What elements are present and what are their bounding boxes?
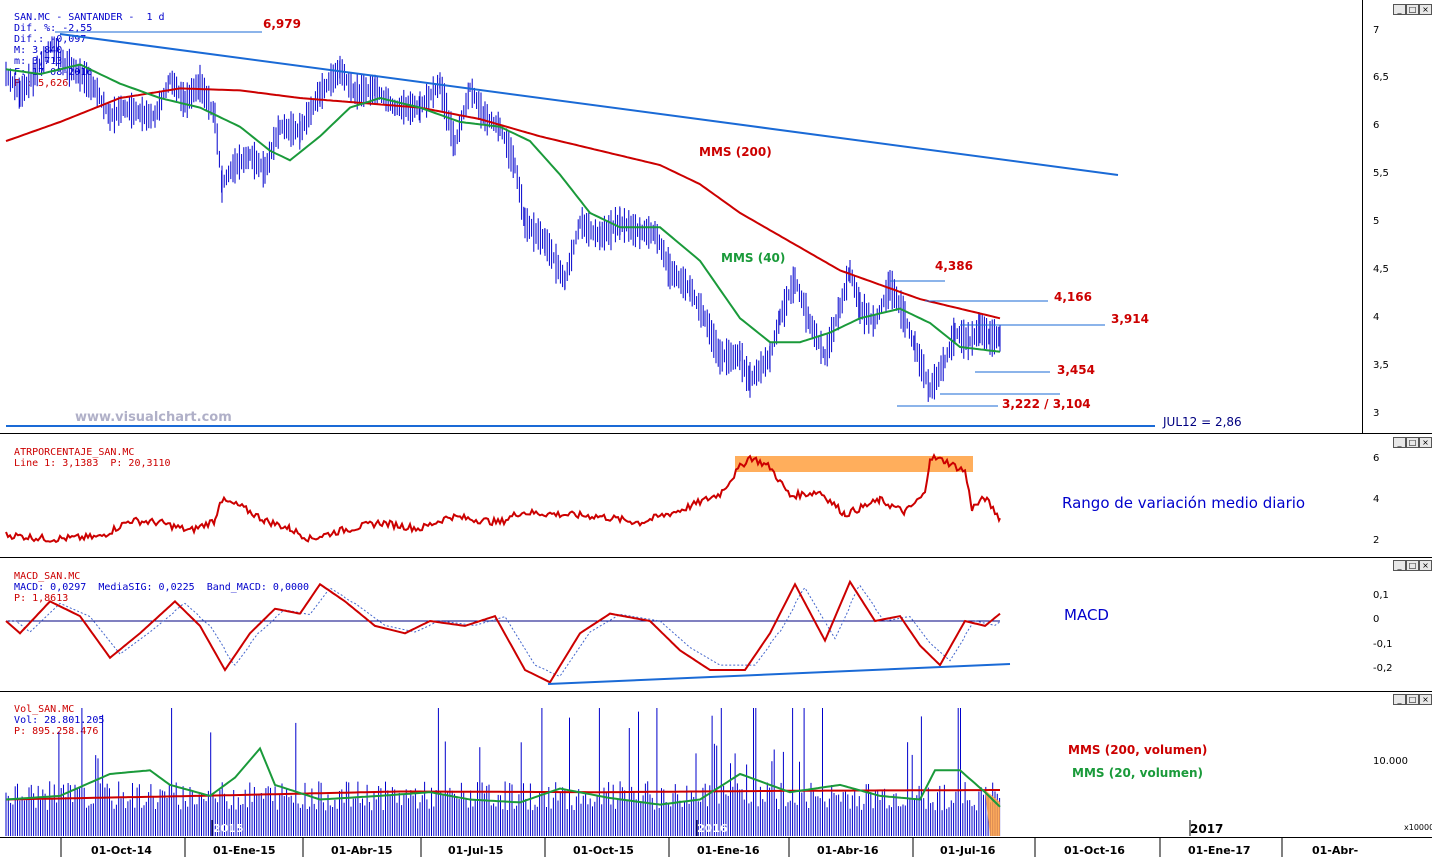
- x-label-oct16: 01-Oct-16: [1064, 844, 1125, 857]
- vol-header-p: P: 895.258.476: [14, 726, 99, 737]
- macd-y-tick-0-1: 0,1: [1373, 590, 1389, 601]
- atr-header-vals: Line 1: 3,1383 P: 20,3110: [14, 458, 171, 469]
- vol-mms20-label: MMS (20, volumen): [1072, 766, 1204, 780]
- divider-atr-macd: [0, 557, 1432, 558]
- price-y-tick-7: 7: [1373, 25, 1380, 36]
- macd-label: MACD: [1064, 606, 1109, 624]
- price-symbol: SAN.MC - SANTANDER - 1 d: [14, 12, 165, 23]
- price-y-tick-4-5: 4,5: [1373, 264, 1389, 275]
- x-label-abr17: 01-Abr-: [1312, 844, 1359, 857]
- mms40-label: MMS (40): [721, 251, 786, 265]
- volume-highlight: [985, 790, 1000, 836]
- price-y-tick-4: 4: [1373, 312, 1380, 323]
- mms40-line: [5, 63, 1001, 353]
- jul12-label: JUL12 = 2,86: [1163, 415, 1242, 429]
- price-y-tick-5-5: 5,5: [1373, 168, 1389, 179]
- macd-y-tick-0: 0: [1373, 614, 1380, 625]
- atr-highlight-band: [735, 456, 973, 472]
- atr-label: Rango de variación medio diario: [1062, 494, 1306, 512]
- macd-header: MACD_SAN.MC MACD: 0,0297 MediaSIG: 0,022…: [2, 560, 309, 604]
- vol-maximize-button[interactable]: □: [1406, 694, 1419, 705]
- resistance-trendline: [59, 33, 1119, 176]
- level-3222-label: 3,222 / 3,104: [1002, 397, 1091, 411]
- macd-header-name: MACD_SAN.MC: [14, 571, 81, 582]
- price-y-tick-3-5: 3,5: [1373, 360, 1389, 371]
- atr-y-tick-2: 2: [1373, 535, 1380, 546]
- atr-line: [5, 453, 1001, 544]
- atr-y-tick-4: 4: [1373, 494, 1380, 505]
- mms200-line: [5, 87, 1001, 320]
- level-3454-label: 3,454: [1057, 363, 1095, 377]
- price-min: m: 3,713: [14, 56, 63, 67]
- vol-mms200-label: MMS (200, volumen): [1068, 743, 1208, 757]
- x-label-abr16: 01-Abr-16: [817, 844, 879, 857]
- vol-mms20-line: [5, 746, 1001, 808]
- price-y-tick-5: 5: [1373, 216, 1380, 227]
- price-dif-pct: Dif. %: -2,55: [14, 23, 93, 34]
- price-dif: Dif.: -0,097: [14, 34, 87, 45]
- vol-unit-label: x10000: [1404, 823, 1432, 832]
- atr-header: ATRPORCENTAJE_SAN.MC Line 1: 3,1383 P: 2…: [2, 436, 171, 469]
- vol-header: Vol_SAN.MC Vol: 28.801.205 P: 895.258.47…: [2, 693, 104, 737]
- macd-y-tick-neg-0-2: -0,2: [1373, 663, 1393, 674]
- divider-macd-vol: [0, 691, 1432, 692]
- macd-maximize-button[interactable]: □: [1406, 560, 1419, 571]
- volume-bars: [5, 708, 1001, 836]
- x-label-jul16: 01-Jul-16: [940, 844, 996, 857]
- macd-header-p: P: 1,8613: [14, 593, 69, 604]
- mms200-label: MMS (200): [699, 145, 772, 159]
- price-axis: [1362, 0, 1432, 433]
- divider-x-axis: [0, 837, 1432, 838]
- price-panel: [0, 0, 1362, 433]
- macd-divergence-line: [547, 663, 1011, 685]
- macd-header-vals: MACD: 0,0297 MediaSIG: 0,0225 Band_MACD:…: [14, 582, 310, 593]
- x-label-ene17: 01-Ene-17: [1188, 844, 1251, 857]
- year-2017-label: 2017: [1190, 822, 1224, 836]
- x-label-jul15: 01-Jul-15: [448, 844, 504, 857]
- level-3914-label: 3,914: [1111, 312, 1149, 326]
- atr-maximize-button[interactable]: □: [1406, 437, 1419, 448]
- atr-header-name: ATRPORCENTAJE_SAN.MC: [14, 447, 135, 458]
- x-label-abr15: 01-Abr-15: [331, 844, 393, 857]
- watermark: www.visualchart.com: [75, 410, 232, 425]
- macd-y-tick-neg-0-1: -0,1: [1373, 639, 1393, 650]
- year-2016-label: 2016: [697, 822, 728, 835]
- atr-minimize-button[interactable]: _: [1393, 437, 1406, 448]
- level-4386-label: 4,386: [935, 259, 973, 273]
- price-y-tick-3: 3: [1373, 408, 1380, 419]
- macd-line: [5, 579, 1001, 684]
- price-y-tick-6: 6: [1373, 120, 1380, 131]
- x-label-oct15: 01-Oct-15: [573, 844, 634, 857]
- vol-header-name: Vol_SAN.MC: [14, 704, 75, 715]
- divider-price-atr: [0, 433, 1432, 434]
- macd-signal-line: [6, 584, 1001, 677]
- vol-header-vals: Vol: 28.801.205: [14, 715, 105, 726]
- vol-y-tick-10000: 10.000: [1373, 756, 1408, 767]
- x-label-ene16: 01-Ene-16: [697, 844, 760, 857]
- x-label-oct14: 01-Oct-14: [91, 844, 152, 857]
- level-4166-label: 4,166: [1054, 290, 1092, 304]
- year-2015-label: 2015: [213, 822, 244, 835]
- price-y-tick-6-5: 6,5: [1373, 72, 1389, 83]
- price-minimize-button[interactable]: _: [1393, 4, 1406, 15]
- price-maximize-button[interactable]: □: [1406, 4, 1419, 15]
- price-bars: [5, 36, 1001, 402]
- macd-minimize-button[interactable]: _: [1393, 560, 1406, 571]
- max-label: 6,979: [263, 17, 301, 31]
- price-date: F: 17-08-2016: [14, 67, 93, 78]
- vol-minimize-button[interactable]: _: [1393, 694, 1406, 705]
- vol-mms200-line: [5, 789, 1000, 801]
- x-label-ene15: 01-Ene-15: [213, 844, 276, 857]
- atr-y-tick-6: 6: [1373, 453, 1380, 464]
- price-max: M: 3,840: [14, 45, 63, 56]
